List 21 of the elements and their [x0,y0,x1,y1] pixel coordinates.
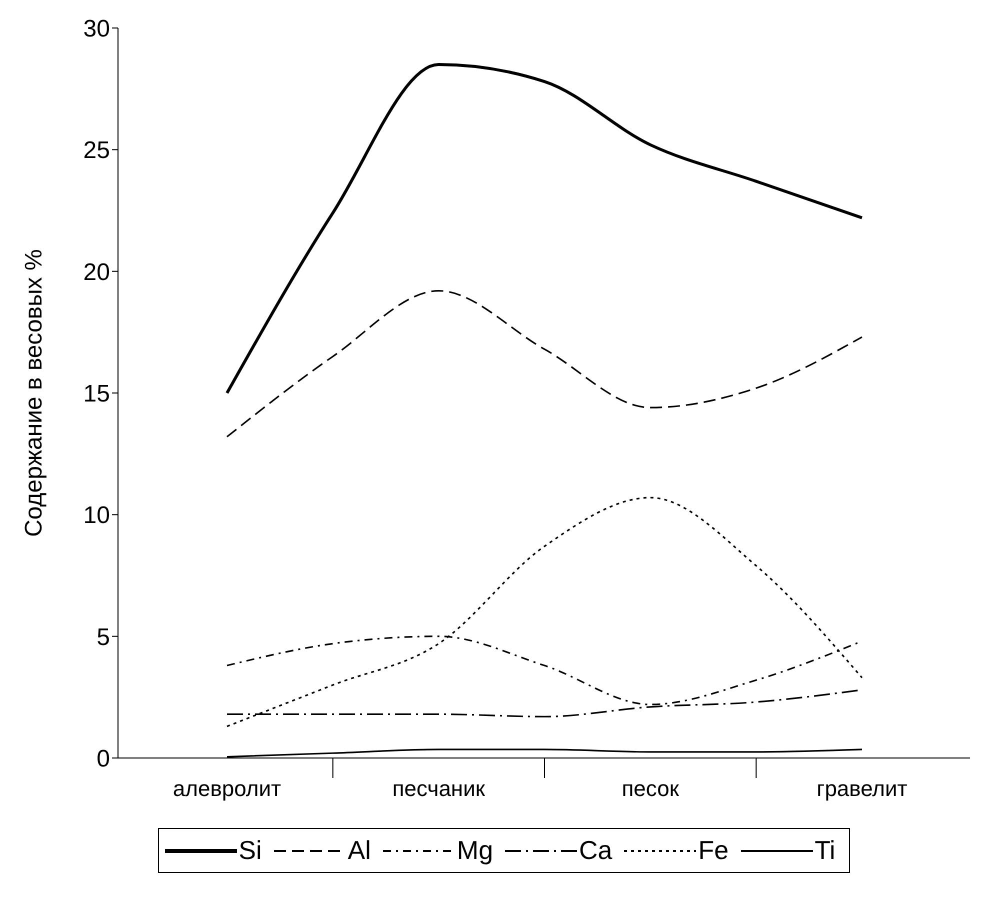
legend-label: Ti [814,835,836,866]
legend-label: Al [348,835,371,866]
y-tick-label: 5 [96,624,110,651]
legend-label: Mg [456,835,494,866]
line-series [226,63,864,394]
y-tick-label: 25 [83,137,110,164]
y-tick-label: 15 [83,380,110,408]
y-axis-title: Содержание в весовых % [20,249,48,537]
legend-label: Ca [579,835,612,866]
y-tick-label: 30 [83,16,110,43]
legend-label: Si [238,835,262,866]
line-series [226,290,863,438]
x-tick-label: гравелит [816,776,908,801]
x-tick-label: песок [622,776,680,801]
y-tick-label: 10 [83,502,110,530]
y-tick-label: 0 [96,746,110,773]
y-tick-label: 20 [83,258,110,286]
legend-label: Fe [698,835,729,866]
line-series [226,496,863,728]
x-tick-label: алевролит [172,776,282,801]
x-tick-label: песчаник [392,776,486,801]
